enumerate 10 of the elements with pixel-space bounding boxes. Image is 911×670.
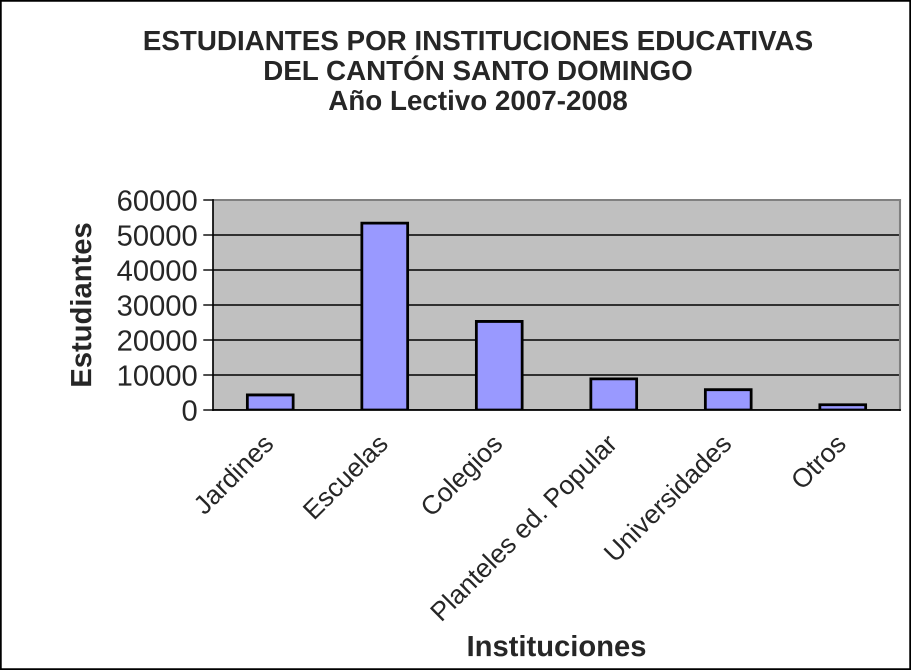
y-tick-label: 0 — [182, 400, 197, 421]
chart-title: ESTUDIANTES POR INSTITUCIONES EDUCATIVAS DEL CANTÓN SANTO DOMINGO Año Lectivo 2007-2008 — [144, 30, 812, 110]
y-tick-label: 20000 — [118, 330, 197, 351]
x-axis-title: Instituciones — [468, 634, 646, 656]
y-tick-label: 50000 — [118, 225, 197, 246]
y-axis-title: Estudiantes — [70, 224, 92, 386]
y-tick-label: 60000 — [118, 190, 197, 211]
y-tick-label: 10000 — [118, 365, 197, 386]
y-tick-label: 40000 — [117, 260, 197, 281]
y-tick-label: 30000 — [118, 295, 197, 316]
